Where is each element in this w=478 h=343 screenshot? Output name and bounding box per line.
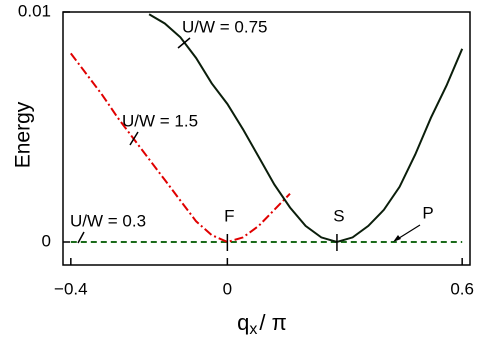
series-label: U/W = 0.75 (182, 17, 268, 36)
x-label-main: q (237, 310, 249, 335)
x-tick-label: 0.6 (450, 279, 474, 298)
x-label-rest: / π (259, 310, 286, 335)
annotation-arrow (395, 224, 421, 241)
series-label: U/W = 0.3 (70, 211, 146, 230)
y-tick-label: 0.01 (18, 1, 51, 20)
x-label-sub: x (249, 321, 257, 338)
annotation: P (422, 203, 433, 222)
series-line (148, 13, 464, 244)
annotation: F (224, 206, 234, 225)
y-tick-label: 0 (42, 231, 51, 250)
y-axis-label: Energy (12, 101, 35, 168)
x-tick-label: −0.4 (54, 279, 88, 298)
x-tick-label: 0 (223, 279, 232, 298)
annotation: S (333, 206, 344, 225)
x-axis-label: qx/ π (237, 310, 287, 338)
annotation-arrowhead (393, 235, 401, 242)
leader-line (177, 37, 191, 49)
series-label: U/W = 1.5 (122, 111, 198, 130)
leader-line (77, 231, 85, 244)
leader-line (129, 131, 139, 146)
series-line (70, 52, 291, 244)
plot-frame (62, 11, 471, 266)
